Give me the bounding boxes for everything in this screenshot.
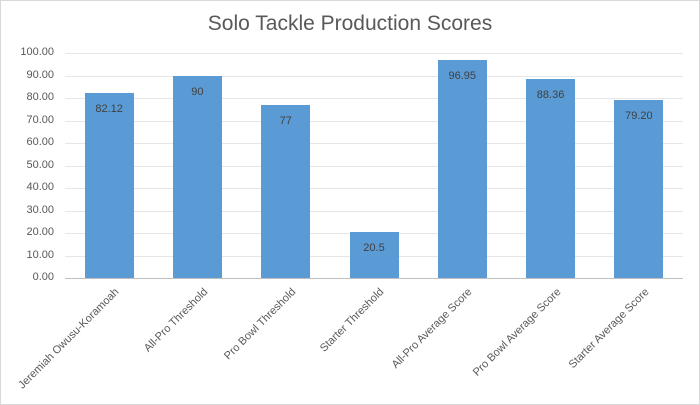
data-label: 77 xyxy=(279,114,292,127)
gridline xyxy=(65,98,683,99)
gridline xyxy=(65,188,683,189)
y-tick-label: 40.00 xyxy=(26,181,54,193)
bar xyxy=(172,75,222,278)
gridline xyxy=(65,53,683,54)
chart-title: Solo Tackle Production Scores xyxy=(207,12,493,35)
gridline xyxy=(65,143,683,144)
bar xyxy=(614,99,664,278)
y-tick-label: 60.00 xyxy=(26,136,54,148)
y-tick-label: 0.00 xyxy=(32,271,54,283)
y-tick-label: 50.00 xyxy=(26,159,54,171)
bar xyxy=(437,59,487,278)
data-label: 20.5 xyxy=(363,241,385,254)
data-label: 90 xyxy=(191,85,204,98)
data-label: 79.20 xyxy=(625,109,653,122)
y-tick-label: 80.00 xyxy=(26,91,54,103)
y-tick-label: 90.00 xyxy=(26,69,54,81)
bar xyxy=(261,104,311,278)
y-tick-label: 20.00 xyxy=(26,226,54,238)
y-tick-label: 10.00 xyxy=(26,249,54,261)
bar xyxy=(349,231,399,278)
gridline xyxy=(65,211,683,212)
gridline xyxy=(65,121,683,122)
y-tick-label: 30.00 xyxy=(26,204,54,216)
x-axis-line xyxy=(65,278,683,279)
gridline xyxy=(65,166,683,167)
data-label: 96.95 xyxy=(448,69,477,82)
y-tick-label: 70.00 xyxy=(26,114,54,126)
bar xyxy=(526,79,576,278)
gridline xyxy=(65,76,683,77)
data-label: 82.12 xyxy=(95,103,123,116)
y-tick-label: 100.00 xyxy=(20,46,54,58)
bar xyxy=(84,93,134,278)
data-label: 88.36 xyxy=(536,89,565,102)
